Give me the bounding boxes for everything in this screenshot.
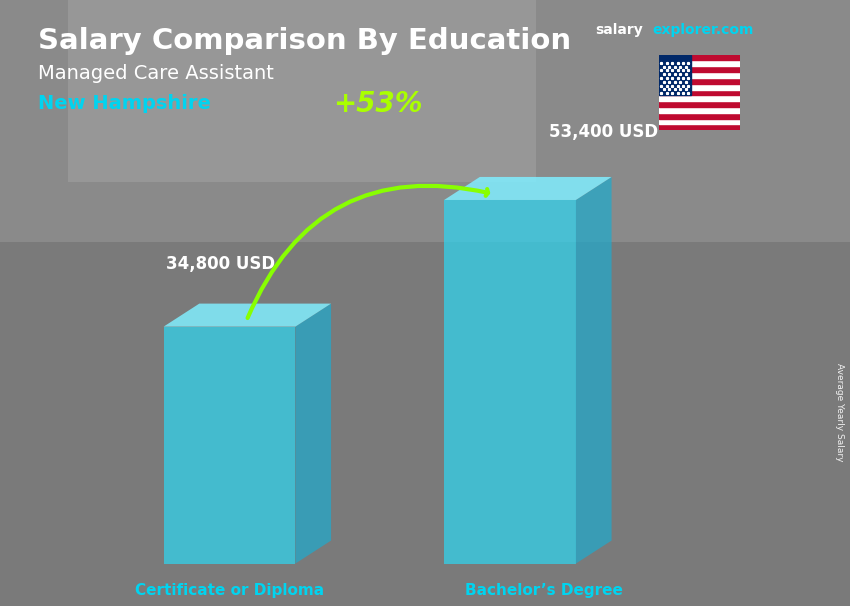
Polygon shape xyxy=(444,177,612,200)
Bar xyxy=(659,72,740,78)
Text: Managed Care Assistant: Managed Care Assistant xyxy=(38,64,274,82)
Text: 34,800 USD: 34,800 USD xyxy=(167,255,275,273)
Bar xyxy=(659,101,740,107)
Bar xyxy=(659,124,740,130)
Text: 53,400 USD: 53,400 USD xyxy=(549,122,658,141)
Polygon shape xyxy=(296,304,331,564)
Bar xyxy=(659,113,740,119)
Polygon shape xyxy=(444,200,576,564)
Polygon shape xyxy=(576,177,612,564)
Bar xyxy=(659,66,740,72)
Bar xyxy=(659,55,691,95)
Bar xyxy=(659,95,740,101)
Text: +53%: +53% xyxy=(333,90,423,118)
Text: explorer.com: explorer.com xyxy=(653,23,754,37)
Text: Bachelor’s Degree: Bachelor’s Degree xyxy=(465,583,623,598)
Text: salary: salary xyxy=(595,23,643,37)
Text: Average Yearly Salary: Average Yearly Salary xyxy=(835,363,844,461)
Bar xyxy=(659,78,740,84)
Bar xyxy=(659,107,740,113)
Text: New Hampshire: New Hampshire xyxy=(38,94,211,113)
Bar xyxy=(659,61,740,66)
Polygon shape xyxy=(163,304,331,327)
Text: Salary Comparison By Education: Salary Comparison By Education xyxy=(38,27,571,55)
Text: Certificate or Diploma: Certificate or Diploma xyxy=(135,583,324,598)
Bar xyxy=(659,55,740,61)
Bar xyxy=(68,0,536,182)
Bar xyxy=(659,84,740,90)
Bar xyxy=(659,119,740,124)
Polygon shape xyxy=(163,327,296,564)
Bar xyxy=(659,90,740,95)
Bar xyxy=(0,0,850,242)
